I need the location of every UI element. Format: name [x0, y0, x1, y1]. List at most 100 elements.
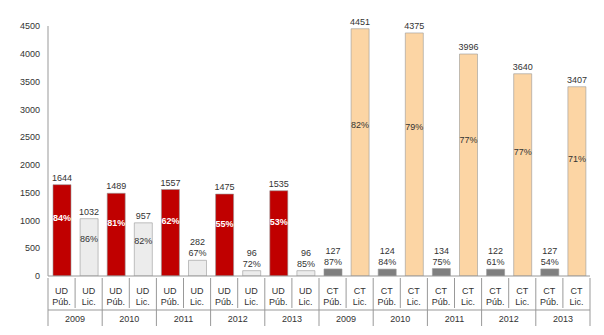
svg-text:4451: 4451 — [350, 17, 370, 27]
svg-text:CT: CT — [570, 286, 582, 296]
svg-text:Lic.: Lic. — [82, 297, 96, 307]
svg-text:2009: 2009 — [65, 314, 85, 324]
svg-text:81%: 81% — [107, 218, 125, 228]
svg-text:1500: 1500 — [20, 188, 40, 198]
svg-text:96: 96 — [301, 248, 311, 258]
svg-text:79%: 79% — [405, 122, 423, 132]
svg-text:Lic.: Lic. — [353, 297, 367, 307]
svg-text:1032: 1032 — [79, 207, 99, 217]
svg-text:122: 122 — [488, 246, 503, 256]
svg-text:61%: 61% — [487, 257, 505, 267]
svg-text:4500: 4500 — [20, 21, 40, 31]
svg-text:67%: 67% — [188, 248, 206, 258]
svg-text:1475: 1475 — [215, 182, 235, 192]
svg-text:CT: CT — [354, 286, 366, 296]
svg-text:Púb.: Púb. — [106, 297, 125, 307]
svg-text:3000: 3000 — [20, 105, 40, 115]
svg-text:85%: 85% — [297, 259, 315, 269]
svg-text:Lic.: Lic. — [244, 297, 258, 307]
svg-text:55%: 55% — [216, 219, 234, 229]
svg-text:UD: UD — [245, 286, 258, 296]
svg-text:UD: UD — [218, 286, 231, 296]
svg-text:2012: 2012 — [499, 314, 519, 324]
svg-text:75%: 75% — [432, 257, 450, 267]
svg-text:77%: 77% — [459, 135, 477, 145]
svg-text:86%: 86% — [80, 234, 98, 244]
svg-text:124: 124 — [380, 246, 395, 256]
svg-text:Lic.: Lic. — [569, 297, 583, 307]
svg-text:500: 500 — [25, 243, 40, 253]
svg-text:Lic.: Lic. — [407, 297, 421, 307]
svg-text:1000: 1000 — [20, 216, 40, 226]
svg-text:2010: 2010 — [390, 314, 410, 324]
svg-text:Lic.: Lic. — [461, 297, 475, 307]
svg-text:1535: 1535 — [269, 179, 289, 189]
svg-text:Púb.: Púb. — [486, 297, 505, 307]
svg-text:Púb.: Púb. — [269, 297, 288, 307]
svg-text:Púb.: Púb. — [377, 297, 396, 307]
svg-text:UD: UD — [109, 286, 122, 296]
svg-text:CT: CT — [516, 286, 528, 296]
svg-text:2009: 2009 — [336, 314, 356, 324]
svg-text:134: 134 — [434, 246, 449, 256]
svg-text:Lic.: Lic. — [515, 297, 529, 307]
svg-text:2011: 2011 — [445, 314, 464, 324]
svg-text:4375: 4375 — [404, 21, 424, 31]
svg-text:3996: 3996 — [458, 42, 478, 52]
svg-text:Lic.: Lic. — [190, 297, 204, 307]
svg-text:UD: UD — [55, 286, 68, 296]
svg-text:Lic.: Lic. — [298, 297, 312, 307]
svg-text:CT: CT — [489, 286, 501, 296]
svg-text:1557: 1557 — [160, 178, 180, 188]
svg-text:CT: CT — [435, 286, 447, 296]
svg-text:87%: 87% — [324, 257, 342, 267]
svg-text:2013: 2013 — [282, 314, 302, 324]
svg-text:UD: UD — [272, 286, 285, 296]
svg-text:2010: 2010 — [119, 314, 139, 324]
svg-text:84%: 84% — [378, 257, 396, 267]
svg-text:CT: CT — [408, 286, 420, 296]
svg-text:62%: 62% — [161, 216, 179, 226]
svg-text:Púb.: Púb. — [432, 297, 451, 307]
svg-text:84%: 84% — [53, 213, 71, 223]
svg-text:72%: 72% — [243, 259, 261, 269]
svg-text:2013: 2013 — [553, 314, 573, 324]
svg-text:CT: CT — [327, 286, 339, 296]
svg-text:Púb.: Púb. — [215, 297, 234, 307]
svg-text:1489: 1489 — [106, 181, 126, 191]
svg-text:1644: 1644 — [52, 173, 72, 183]
svg-text:54%: 54% — [541, 257, 559, 267]
svg-text:82%: 82% — [351, 120, 369, 130]
svg-text:UD: UD — [191, 286, 204, 296]
svg-text:0: 0 — [35, 271, 40, 281]
svg-text:UD: UD — [163, 286, 176, 296]
svg-text:UD: UD — [82, 286, 95, 296]
svg-text:71%: 71% — [568, 154, 586, 164]
svg-text:53%: 53% — [270, 217, 288, 227]
svg-text:3500: 3500 — [20, 77, 40, 87]
svg-text:Lic.: Lic. — [136, 297, 150, 307]
svg-text:UD: UD — [299, 286, 312, 296]
svg-text:2012: 2012 — [228, 314, 248, 324]
svg-text:CT: CT — [462, 286, 474, 296]
svg-text:CT: CT — [543, 286, 555, 296]
svg-text:2500: 2500 — [20, 132, 40, 142]
svg-text:96: 96 — [247, 248, 257, 258]
svg-text:82%: 82% — [134, 236, 152, 246]
svg-text:127: 127 — [325, 246, 340, 256]
svg-text:UD: UD — [136, 286, 149, 296]
svg-text:957: 957 — [136, 211, 151, 221]
svg-text:2000: 2000 — [20, 160, 40, 170]
svg-text:4000: 4000 — [20, 49, 40, 59]
svg-text:77%: 77% — [514, 147, 532, 157]
svg-text:127: 127 — [542, 246, 557, 256]
svg-text:Púb.: Púb. — [52, 297, 71, 307]
svg-text:CT: CT — [381, 286, 393, 296]
svg-text:2011: 2011 — [174, 314, 193, 324]
svg-text:282: 282 — [190, 237, 205, 247]
svg-text:3407: 3407 — [567, 75, 587, 85]
svg-text:Púb.: Púb. — [540, 297, 559, 307]
svg-text:Púb.: Púb. — [161, 297, 180, 307]
svg-text:Púb.: Púb. — [323, 297, 342, 307]
svg-text:3640: 3640 — [513, 62, 533, 72]
